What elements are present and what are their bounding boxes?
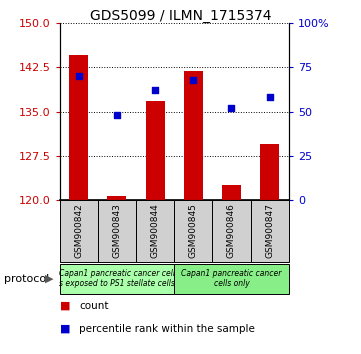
- Bar: [260, 144, 279, 200]
- Bar: [98, 200, 136, 262]
- Point: [190, 77, 196, 82]
- Text: ■: ■: [60, 301, 70, 311]
- Point: [152, 87, 158, 93]
- Bar: [222, 185, 241, 200]
- Text: ▶: ▶: [45, 274, 54, 284]
- Text: protocol: protocol: [4, 274, 49, 284]
- Text: ■: ■: [60, 324, 70, 334]
- Text: GSM900844: GSM900844: [151, 204, 160, 258]
- Text: GSM900847: GSM900847: [265, 204, 274, 258]
- Bar: [174, 264, 289, 294]
- Text: GDS5099 / ILMN_1715374: GDS5099 / ILMN_1715374: [90, 9, 271, 23]
- Bar: [107, 196, 126, 200]
- Point: [229, 105, 234, 111]
- Point: [267, 95, 273, 100]
- Text: GSM900843: GSM900843: [112, 204, 121, 258]
- Bar: [60, 264, 174, 294]
- Bar: [184, 72, 203, 200]
- Bar: [136, 200, 174, 262]
- Point: [76, 73, 82, 79]
- Bar: [212, 200, 251, 262]
- Text: count: count: [79, 301, 109, 311]
- Bar: [69, 56, 88, 200]
- Bar: [174, 200, 212, 262]
- Bar: [145, 101, 165, 200]
- Point: [114, 112, 120, 118]
- Text: percentile rank within the sample: percentile rank within the sample: [79, 324, 255, 334]
- Text: GSM900845: GSM900845: [189, 204, 198, 258]
- Text: GSM900846: GSM900846: [227, 204, 236, 258]
- Text: GSM900842: GSM900842: [74, 204, 83, 258]
- Text: Capan1 pancreatic cancer cell
s exposed to PS1 stellate cells: Capan1 pancreatic cancer cell s exposed …: [59, 269, 175, 289]
- Text: Capan1 pancreatic cancer
cells only: Capan1 pancreatic cancer cells only: [181, 269, 282, 289]
- Bar: [251, 200, 289, 262]
- Bar: [60, 200, 98, 262]
